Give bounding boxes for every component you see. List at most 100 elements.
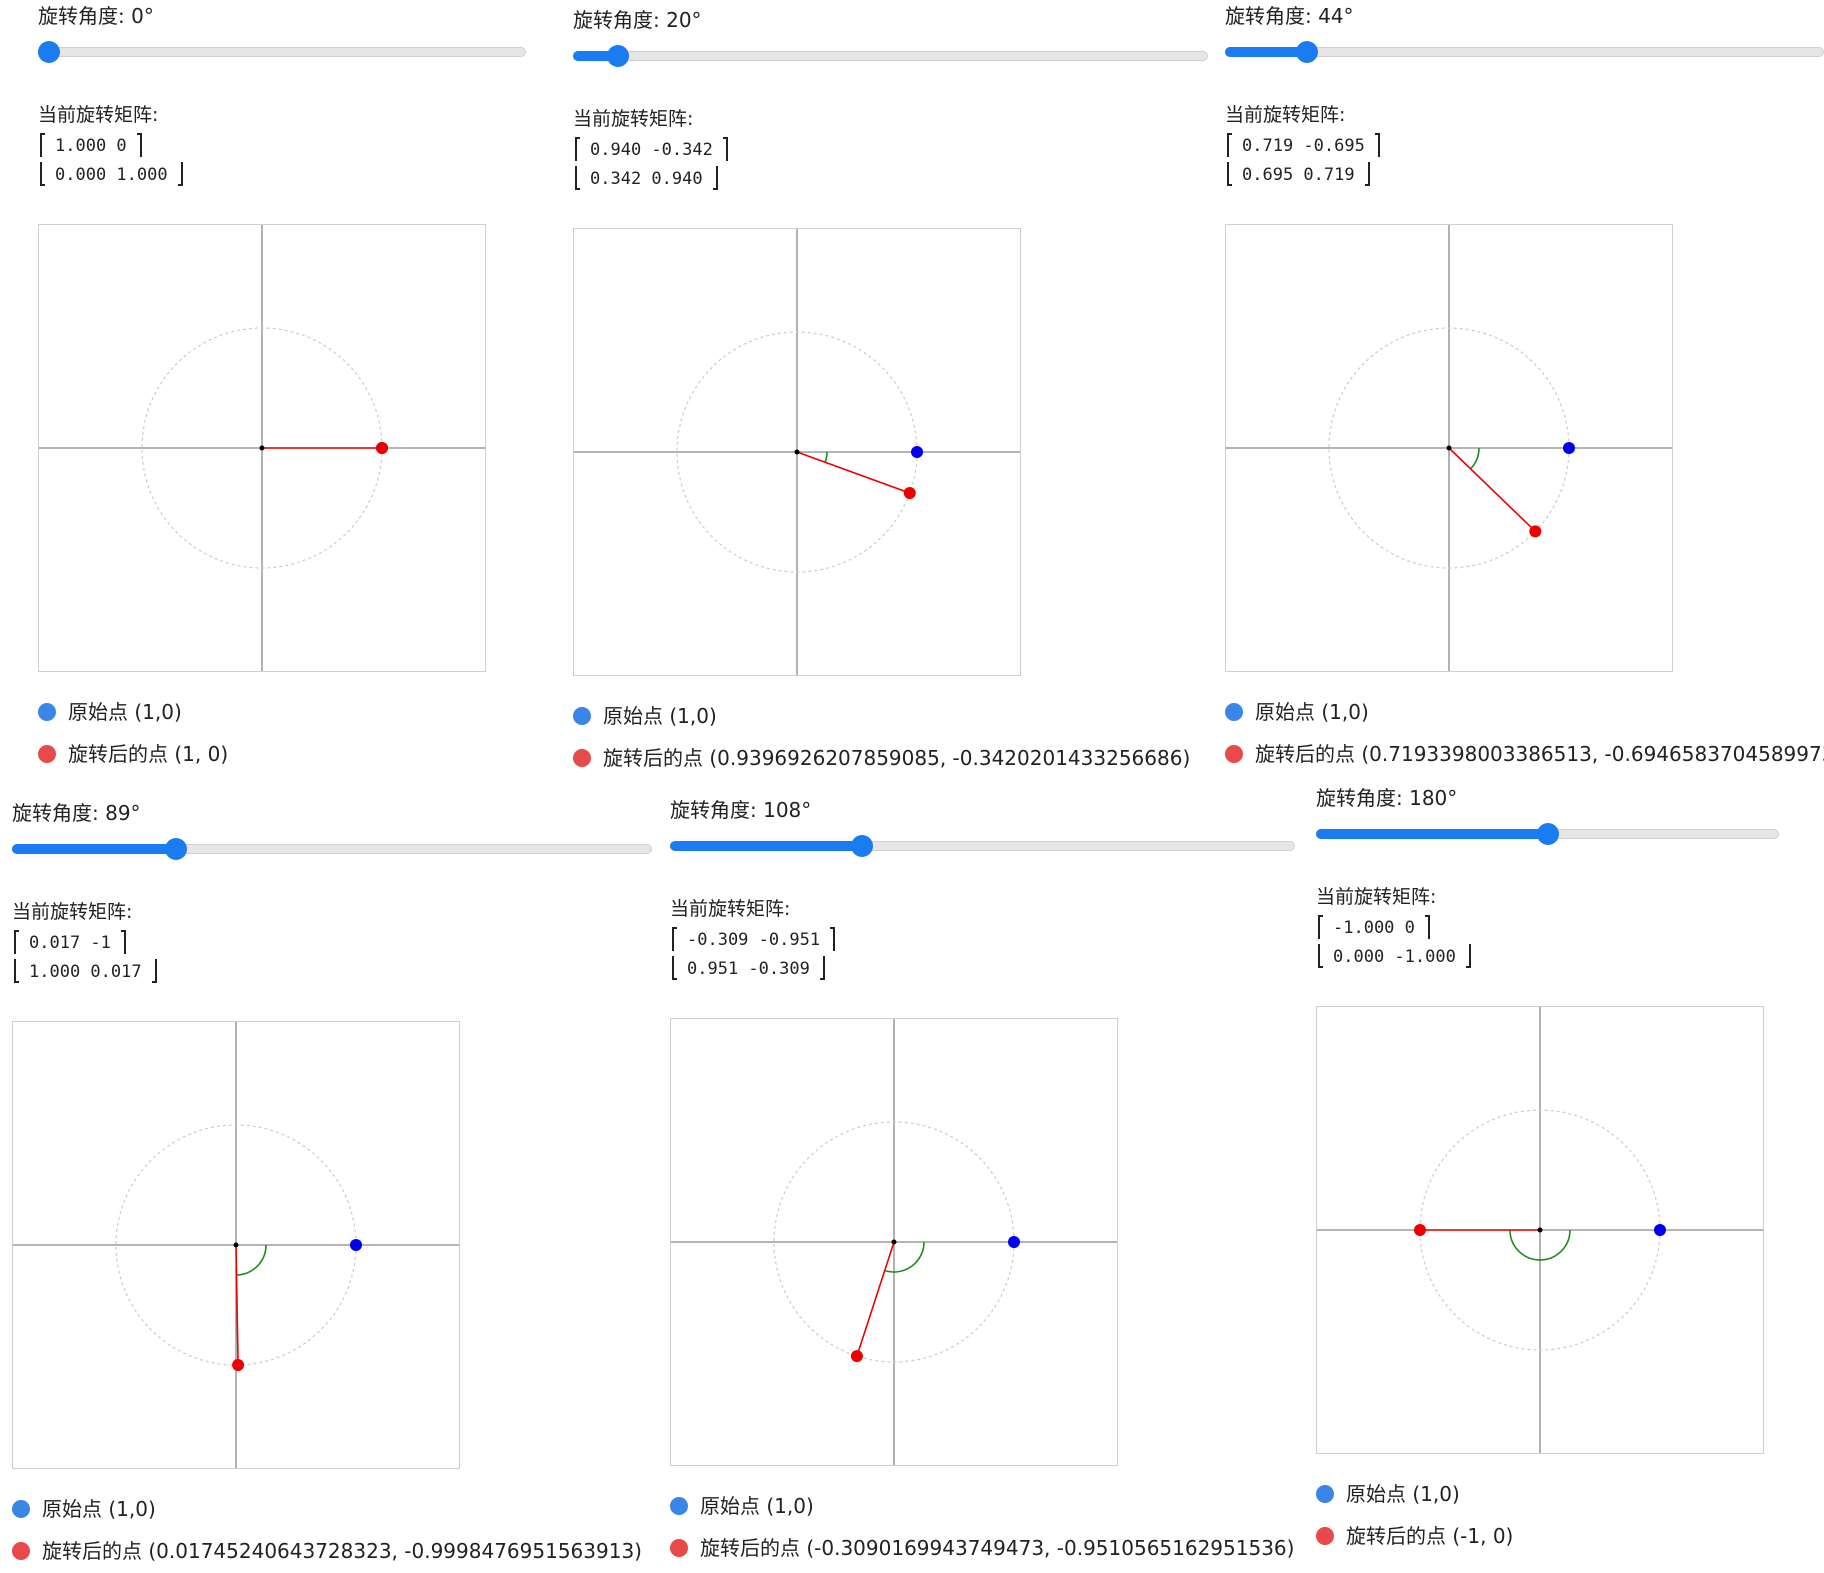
plot-canvas bbox=[39, 225, 485, 671]
original-point bbox=[1563, 442, 1575, 454]
slider-thumb[interactable] bbox=[1295, 41, 1318, 63]
blue-dot-icon bbox=[1225, 702, 1243, 721]
legend-original: 原始点 (1,0) bbox=[1316, 1473, 1513, 1515]
matrix-row-1: 0.940 -0.342 bbox=[573, 136, 730, 165]
matrix-row-2: 0.342 0.940 bbox=[573, 165, 720, 194]
rotation-matrix: -0.309 -0.951 0.951 -0.309 bbox=[670, 926, 837, 984]
angle-label: 旋转角度: 44° bbox=[1225, 4, 1354, 28]
slider-fill bbox=[1225, 47, 1307, 57]
matrix-title: 当前旋转矩阵: bbox=[573, 108, 694, 130]
origin-point bbox=[794, 449, 800, 455]
rotation-plot bbox=[670, 1018, 1118, 1466]
slider-fill bbox=[1316, 829, 1548, 839]
blue-dot-icon bbox=[573, 706, 591, 725]
rotation-matrix: 1.000 0 0.000 1.000 bbox=[38, 132, 185, 190]
angle-slider[interactable] bbox=[573, 42, 1208, 70]
slider-thumb[interactable] bbox=[1536, 823, 1559, 845]
blue-dot-icon bbox=[38, 702, 56, 721]
origin-point bbox=[1537, 1227, 1543, 1233]
original-point-label: 原始点 (1,0) bbox=[68, 700, 182, 724]
rotated-point-label: 旋转后的点 (0.7193398003386513, -0.6946583704… bbox=[1255, 742, 1824, 766]
matrix-title: 当前旋转矩阵: bbox=[38, 104, 159, 126]
rotated-point-label: 旋转后的点 (1, 0) bbox=[68, 742, 229, 766]
angle-slider[interactable] bbox=[12, 835, 652, 863]
rotated-point-label: 旋转后的点 (0.01745240643728323, -0.999847695… bbox=[42, 1539, 642, 1563]
legend-rotated: 旋转后的点 (-0.3090169943749473, -0.951056516… bbox=[670, 1527, 1294, 1569]
slider-fill bbox=[573, 51, 619, 61]
original-point-label: 原始点 (1,0) bbox=[42, 1497, 156, 1521]
angle-arc bbox=[1469, 447, 1480, 470]
slider-track[interactable] bbox=[38, 47, 526, 57]
angle-slider[interactable] bbox=[1316, 820, 1779, 848]
rotated-point bbox=[232, 1358, 245, 1371]
angle-arc bbox=[824, 451, 828, 463]
legend: 原始点 (1,0) 旋转后的点 (0.9396926207859085, -0.… bbox=[573, 695, 1190, 779]
original-point bbox=[1654, 1224, 1666, 1236]
rotated-point bbox=[376, 442, 388, 454]
original-point bbox=[350, 1239, 362, 1251]
slider-fill bbox=[12, 844, 176, 854]
angle-label: 旋转角度: 108° bbox=[670, 798, 812, 822]
original-point-label: 原始点 (1,0) bbox=[1346, 1482, 1460, 1506]
legend-rotated: 旋转后的点 (1, 0) bbox=[38, 733, 228, 775]
rotated-point-label: 旋转后的点 (0.9396926207859085, -0.3420201433… bbox=[603, 746, 1191, 770]
angle-arc bbox=[1509, 1229, 1571, 1261]
rotation-plot bbox=[573, 228, 1021, 676]
legend-original: 原始点 (1,0) bbox=[670, 1485, 1294, 1527]
angle-slider[interactable] bbox=[38, 38, 526, 66]
matrix-title: 当前旋转矩阵: bbox=[1225, 104, 1346, 126]
plot-canvas bbox=[13, 1022, 459, 1468]
angle-label: 旋转角度: 0° bbox=[38, 4, 154, 28]
rotated-point bbox=[1414, 1224, 1426, 1236]
matrix-row-2: 0.000 -1.000 bbox=[1316, 943, 1473, 972]
blue-dot-icon bbox=[1316, 1484, 1334, 1503]
plot-canvas bbox=[1317, 1007, 1763, 1453]
red-dot-icon bbox=[670, 1538, 688, 1557]
matrix-row-1: -0.309 -0.951 bbox=[670, 926, 837, 955]
plot-canvas bbox=[671, 1019, 1117, 1465]
red-dot-icon bbox=[12, 1541, 30, 1560]
legend-original: 原始点 (1,0) bbox=[573, 695, 1190, 737]
rotation-matrix: -1.000 0 0.000 -1.000 bbox=[1316, 914, 1473, 972]
original-point bbox=[1008, 1236, 1020, 1248]
angle-slider[interactable] bbox=[1225, 38, 1824, 66]
legend: 原始点 (1,0) 旋转后的点 (0.7193398003386513, -0.… bbox=[1225, 691, 1824, 775]
angle-arc bbox=[236, 1244, 267, 1276]
original-point-label: 原始点 (1,0) bbox=[1255, 700, 1369, 724]
slider-thumb[interactable] bbox=[607, 45, 630, 67]
legend-original: 原始点 (1,0) bbox=[1225, 691, 1824, 733]
rotation-plot bbox=[12, 1021, 460, 1469]
rotation-matrix: 0.719 -0.695 0.695 0.719 bbox=[1225, 132, 1382, 190]
slider-thumb[interactable] bbox=[38, 41, 60, 63]
plot-canvas bbox=[1226, 225, 1672, 671]
slider-thumb[interactable] bbox=[164, 838, 187, 860]
blue-dot-icon bbox=[670, 1496, 688, 1515]
rotation-vector bbox=[856, 1241, 895, 1357]
angle-slider[interactable] bbox=[670, 832, 1295, 860]
rotation-vector bbox=[796, 451, 911, 494]
rotation-vector bbox=[235, 1244, 239, 1365]
rotated-point bbox=[850, 1350, 863, 1363]
rotated-point-label: 旋转后的点 (-0.3090169943749473, -0.951056516… bbox=[700, 1536, 1295, 1560]
slider-track[interactable] bbox=[573, 51, 1208, 61]
origin-point bbox=[1446, 445, 1452, 451]
red-dot-icon bbox=[1225, 744, 1243, 763]
legend: 原始点 (1,0) 旋转后的点 (1, 0) bbox=[38, 691, 228, 775]
matrix-title: 当前旋转矩阵: bbox=[670, 898, 791, 920]
legend-rotated: 旋转后的点 (-1, 0) bbox=[1316, 1515, 1513, 1557]
matrix-row-1: -1.000 0 bbox=[1316, 914, 1432, 943]
matrix-row-2: 0.000 1.000 bbox=[38, 161, 185, 190]
matrix-row-1: 1.000 0 bbox=[38, 132, 144, 161]
origin-point bbox=[259, 445, 265, 451]
rotated-point-label: 旋转后的点 (-1, 0) bbox=[1346, 1524, 1514, 1548]
rotation-matrix: 0.017 -1 1.000 0.017 bbox=[12, 929, 159, 987]
slider-thumb[interactable] bbox=[850, 835, 873, 857]
original-point-label: 原始点 (1,0) bbox=[700, 1494, 814, 1518]
legend: 原始点 (1,0) 旋转后的点 (-0.3090169943749473, -0… bbox=[670, 1485, 1294, 1569]
legend-rotated: 旋转后的点 (0.01745240643728323, -0.999847695… bbox=[12, 1530, 642, 1572]
red-dot-icon bbox=[1316, 1526, 1334, 1545]
rotated-point bbox=[1529, 525, 1542, 538]
rotation-matrix: 0.940 -0.342 0.342 0.940 bbox=[573, 136, 730, 194]
rotation-plot bbox=[38, 224, 486, 672]
matrix-row-2: 0.695 0.719 bbox=[1225, 161, 1372, 190]
